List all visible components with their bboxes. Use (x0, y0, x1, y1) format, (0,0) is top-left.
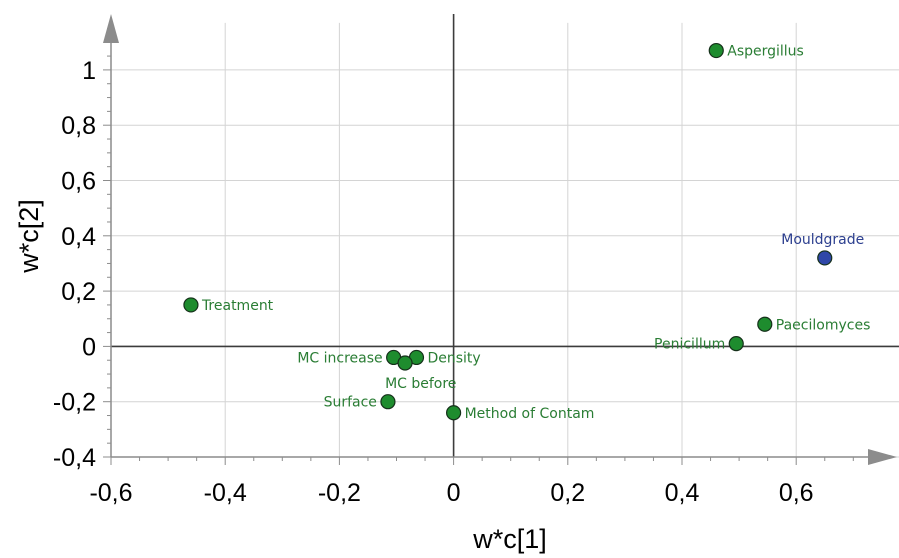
x-axis-title: w*c[1] (472, 524, 547, 554)
x-tick-label: 0,4 (665, 479, 700, 507)
data-point (446, 405, 462, 421)
tick-labels: -0,4 -0,2 0 0,2 0,4 0,6 0,8 1 -0,6 -0,4 -0,2 0 0,2 0,… (53, 57, 814, 507)
data-point-label: Aspergillus (727, 44, 804, 60)
x-tick-label: 0 (447, 479, 461, 507)
data-point (183, 297, 199, 313)
data-point-label: MC increase (297, 350, 382, 366)
data-point-label: Method of Contam (465, 406, 595, 422)
y-axis-title: w*c[2] (14, 199, 44, 274)
data-point-label: Mouldgrade (781, 232, 864, 248)
data-point (728, 336, 744, 352)
y-tick-label: 0,2 (61, 278, 96, 306)
data-points: Aspergillus Mouldgrade Treatment Paecilomyc… (183, 42, 871, 422)
data-point-label: Penicillum (654, 337, 725, 353)
data-point-label: Density (427, 350, 480, 366)
y-tick-label: 0,4 (61, 223, 96, 251)
y-tick-label: 0,8 (61, 112, 96, 140)
data-point (757, 316, 773, 332)
y-tick-label: -0,4 (53, 444, 96, 472)
x-tick-label: 0,6 (779, 479, 814, 507)
data-point-label: MC before (385, 376, 456, 392)
axes (103, 14, 899, 465)
x-tick-label: -0,2 (318, 479, 361, 507)
data-point-label: Paecilomyces (776, 317, 871, 333)
y-tick-label: 0,6 (61, 168, 96, 196)
y-tick-label: 1 (82, 57, 96, 85)
data-point (397, 355, 413, 371)
data-point (817, 250, 833, 266)
data-point-label: Treatment (201, 298, 274, 314)
data-point-label: Surface (324, 395, 377, 411)
data-point (380, 394, 396, 410)
x-tick-label: -0,4 (204, 479, 247, 507)
x-axis-arrow (868, 449, 897, 465)
y-tick-label: -0,2 (53, 389, 96, 417)
data-point (708, 42, 724, 59)
x-tick-label: -0,6 (89, 479, 132, 507)
x-tick-label: 0,2 (550, 479, 585, 507)
y-tick-label: 0 (82, 333, 96, 361)
